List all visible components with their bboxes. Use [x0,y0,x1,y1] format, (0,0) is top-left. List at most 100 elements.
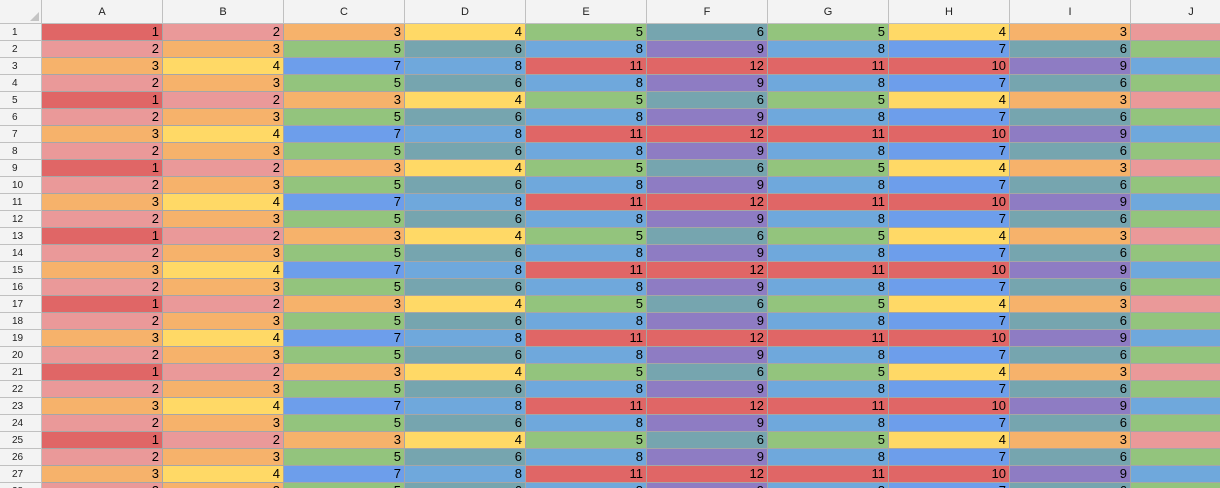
cell-j18[interactable] [1131,313,1220,330]
cell-b14[interactable]: 3 [163,245,284,262]
cell-d18[interactable]: 6 [405,313,526,330]
cell-h21[interactable]: 4 [889,364,1010,381]
cell-i21[interactable]: 3 [1010,364,1131,381]
cell-c22[interactable]: 5 [284,381,405,398]
cell-j23[interactable] [1131,398,1220,415]
row-header[interactable]: 20 [0,347,42,364]
cell-h22[interactable]: 7 [889,381,1010,398]
cell-d10[interactable]: 6 [405,177,526,194]
cell-j27[interactable] [1131,466,1220,483]
cell-i6[interactable]: 6 [1010,109,1131,126]
cell-c7[interactable]: 7 [284,126,405,143]
cell-h17[interactable]: 4 [889,296,1010,313]
cell-b15[interactable]: 4 [163,262,284,279]
column-header-g[interactable]: G [768,0,889,24]
cell-i11[interactable]: 9 [1010,194,1131,211]
row-header[interactable]: 21 [0,364,42,381]
cell-e22[interactable]: 8 [526,381,647,398]
row-header[interactable]: 24 [0,415,42,432]
cell-d24[interactable]: 6 [405,415,526,432]
row-header[interactable]: 25 [0,432,42,449]
cell-e27[interactable]: 11 [526,466,647,483]
cell-d11[interactable]: 8 [405,194,526,211]
cell-g6[interactable]: 8 [768,109,889,126]
row-header[interactable]: 22 [0,381,42,398]
cell-d23[interactable]: 8 [405,398,526,415]
cell-f7[interactable]: 12 [647,126,768,143]
cell-b13[interactable]: 2 [163,228,284,245]
cell-b2[interactable]: 3 [163,41,284,58]
cell-e19[interactable]: 11 [526,330,647,347]
cell-a7[interactable]: 3 [42,126,163,143]
row-header[interactable]: 1 [0,24,42,41]
cell-i13[interactable]: 3 [1010,228,1131,245]
cell-b20[interactable]: 3 [163,347,284,364]
cell-f10[interactable]: 9 [647,177,768,194]
cell-e15[interactable]: 11 [526,262,647,279]
cell-e2[interactable]: 8 [526,41,647,58]
column-header-c[interactable]: C [284,0,405,24]
cell-e4[interactable]: 8 [526,75,647,92]
cell-a25[interactable]: 1 [42,432,163,449]
cell-i12[interactable]: 6 [1010,211,1131,228]
row-header[interactable]: 8 [0,143,42,160]
cell-f26[interactable]: 9 [647,449,768,466]
cell-h23[interactable]: 10 [889,398,1010,415]
cell-e7[interactable]: 11 [526,126,647,143]
cell-g27[interactable]: 11 [768,466,889,483]
cell-c16[interactable]: 5 [284,279,405,296]
cell-i10[interactable]: 6 [1010,177,1131,194]
cell-b3[interactable]: 4 [163,58,284,75]
cell-i2[interactable]: 6 [1010,41,1131,58]
cell-h7[interactable]: 10 [889,126,1010,143]
cell-c4[interactable]: 5 [284,75,405,92]
cell-c14[interactable]: 5 [284,245,405,262]
cell-j17[interactable] [1131,296,1220,313]
cell-f25[interactable]: 6 [647,432,768,449]
cell-h19[interactable]: 10 [889,330,1010,347]
cell-d28[interactable]: 6 [405,483,526,488]
cell-j11[interactable] [1131,194,1220,211]
cell-d20[interactable]: 6 [405,347,526,364]
row-header[interactable]: 18 [0,313,42,330]
cell-i22[interactable]: 6 [1010,381,1131,398]
cell-h5[interactable]: 4 [889,92,1010,109]
cell-e5[interactable]: 5 [526,92,647,109]
cell-c5[interactable]: 3 [284,92,405,109]
cell-g10[interactable]: 8 [768,177,889,194]
cell-j9[interactable] [1131,160,1220,177]
cell-a2[interactable]: 2 [42,41,163,58]
cell-e25[interactable]: 5 [526,432,647,449]
cell-g21[interactable]: 5 [768,364,889,381]
row-header[interactable]: 23 [0,398,42,415]
cell-f13[interactable]: 6 [647,228,768,245]
row-header[interactable]: 7 [0,126,42,143]
cell-a4[interactable]: 2 [42,75,163,92]
cell-f21[interactable]: 6 [647,364,768,381]
column-header-f[interactable]: F [647,0,768,24]
column-header-j[interactable]: J [1131,0,1220,24]
cell-a12[interactable]: 2 [42,211,163,228]
cell-c23[interactable]: 7 [284,398,405,415]
column-header-a[interactable]: A [42,0,163,24]
cell-d17[interactable]: 4 [405,296,526,313]
row-header[interactable]: 19 [0,330,42,347]
cell-d19[interactable]: 8 [405,330,526,347]
cell-c28[interactable]: 5 [284,483,405,488]
cell-g28[interactable]: 8 [768,483,889,488]
cell-e23[interactable]: 11 [526,398,647,415]
cell-i24[interactable]: 6 [1010,415,1131,432]
cell-d9[interactable]: 4 [405,160,526,177]
cell-b7[interactable]: 4 [163,126,284,143]
cell-i16[interactable]: 6 [1010,279,1131,296]
cell-f19[interactable]: 12 [647,330,768,347]
cell-f6[interactable]: 9 [647,109,768,126]
cell-d16[interactable]: 6 [405,279,526,296]
cell-c25[interactable]: 3 [284,432,405,449]
cell-i8[interactable]: 6 [1010,143,1131,160]
cell-g20[interactable]: 8 [768,347,889,364]
cell-f28[interactable]: 9 [647,483,768,488]
cell-g14[interactable]: 8 [768,245,889,262]
cell-i19[interactable]: 9 [1010,330,1131,347]
cell-e18[interactable]: 8 [526,313,647,330]
